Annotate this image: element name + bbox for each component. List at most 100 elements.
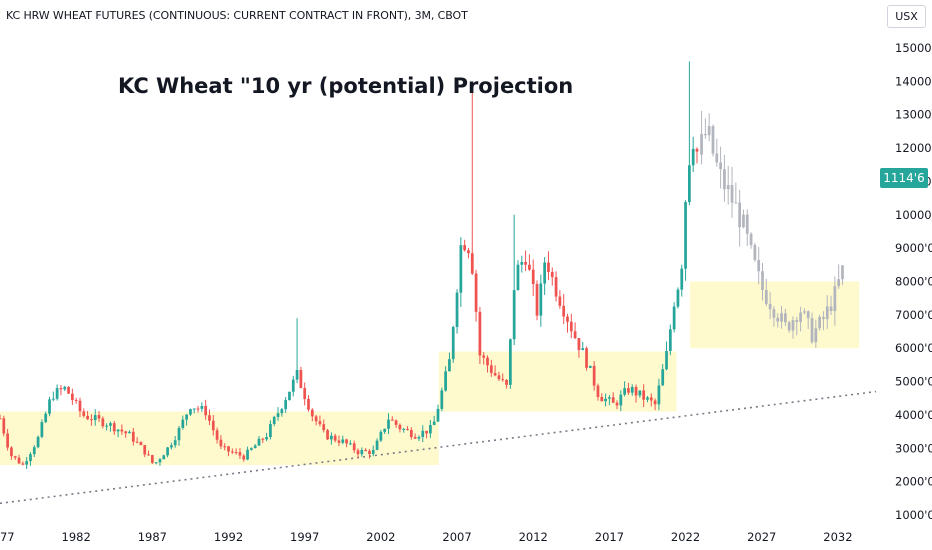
- y-axis: 1000'0 2000'0 3000'0 4000'0 5000'0 6000'0 7000…: [895, 41, 932, 522]
- candle-body: [101, 418, 105, 427]
- candle-body: [109, 423, 112, 426]
- candle-body: [371, 449, 375, 455]
- candle-body: [531, 269, 535, 284]
- y-tick-label: 7000'0: [895, 308, 932, 322]
- x-tick-label: 2022: [671, 530, 700, 544]
- y-tick-label: 1000'0: [895, 508, 932, 522]
- candle-body: [486, 357, 489, 366]
- candle-body: [528, 264, 531, 270]
- candle-body: [185, 414, 188, 420]
- candle-body: [269, 423, 272, 438]
- candle-body: [10, 447, 13, 457]
- support-zone-2: [438, 351, 677, 412]
- candle-body: [284, 400, 288, 410]
- candle-body: [2, 418, 6, 434]
- projection-body: [833, 286, 837, 312]
- candle-body: [74, 400, 78, 402]
- candle-body: [82, 411, 86, 416]
- candle-body: [611, 397, 615, 403]
- y-tick-label: 14000'0: [895, 74, 932, 88]
- projection-body: [764, 290, 768, 304]
- candle-body: [413, 436, 417, 439]
- candle-body: [177, 427, 181, 441]
- candle-body: [436, 408, 440, 422]
- candle-body: [554, 277, 558, 297]
- y-tick-label: 2000'0: [895, 475, 932, 489]
- candle-body: [349, 443, 352, 445]
- candle-body: [219, 439, 223, 447]
- candle-body: [387, 419, 390, 429]
- candle-body: [40, 422, 44, 437]
- candle-body: [253, 445, 257, 449]
- candle-body: [341, 439, 345, 443]
- candle-body: [588, 365, 592, 368]
- consolidation-zones: [0, 281, 860, 465]
- projection-body: [783, 313, 787, 323]
- candle-body: [310, 409, 314, 417]
- candle-body: [200, 405, 204, 409]
- projection-body: [768, 303, 772, 310]
- candle-body: [303, 388, 307, 399]
- candle-body: [482, 355, 486, 358]
- candles: [0, 61, 699, 469]
- candle-body: [208, 415, 211, 421]
- candle-body: [604, 398, 607, 402]
- candle-body: [432, 421, 436, 426]
- candle-body: [577, 338, 581, 351]
- candle-body: [379, 431, 383, 441]
- candle-body: [181, 419, 185, 428]
- candle-body: [265, 437, 268, 440]
- candle-body: [668, 329, 672, 351]
- candle-body: [406, 429, 409, 431]
- projection-body: [795, 320, 799, 322]
- candle-body: [291, 379, 295, 392]
- candle-body: [257, 438, 261, 446]
- candle-body: [211, 420, 215, 431]
- candle-body: [242, 455, 246, 460]
- candle-body: [36, 436, 40, 448]
- candle-body: [318, 421, 322, 425]
- candle-body: [246, 449, 249, 460]
- projection-body: [700, 134, 703, 155]
- candle-body: [600, 396, 604, 402]
- projection-body: [753, 244, 757, 260]
- projection-body: [837, 279, 841, 287]
- candle-body: [524, 262, 527, 265]
- candle-body: [97, 415, 101, 419]
- projection-body: [761, 271, 764, 291]
- candle-body: [307, 398, 310, 410]
- projection-body: [776, 317, 780, 322]
- candle-body: [402, 429, 406, 431]
- projection-body: [757, 259, 761, 272]
- candle-body: [238, 452, 242, 456]
- candle-body: [680, 268, 684, 290]
- y-tick-label: 9000'0: [895, 241, 932, 255]
- projection-body: [749, 233, 753, 245]
- projection-body: [806, 311, 810, 319]
- currency-button[interactable]: USX: [887, 5, 926, 28]
- candle-body: [516, 264, 520, 291]
- projection-body: [715, 153, 719, 163]
- y-tick-label: 10000'0: [895, 208, 932, 222]
- candle-body: [147, 454, 150, 456]
- candle-body: [497, 375, 501, 380]
- candle-body: [691, 148, 695, 166]
- candle-body: [131, 431, 135, 442]
- candle-body: [619, 394, 623, 406]
- candle-body: [215, 430, 219, 440]
- candle-body: [234, 452, 238, 454]
- projection-body: [734, 202, 738, 204]
- candle-body: [653, 400, 657, 405]
- candle-body: [417, 437, 421, 439]
- candle-body: [124, 431, 128, 434]
- candle-body: [451, 327, 455, 360]
- x-tick-label: 2017: [595, 530, 624, 544]
- candle-body: [32, 447, 36, 455]
- x-tick-label: 2007: [442, 530, 471, 544]
- x-tick-label: 1977: [0, 530, 15, 544]
- candle-body: [672, 306, 676, 330]
- candle-body: [173, 440, 177, 446]
- y-tick-label: 13000'0: [895, 108, 932, 122]
- candle-body: [375, 440, 379, 450]
